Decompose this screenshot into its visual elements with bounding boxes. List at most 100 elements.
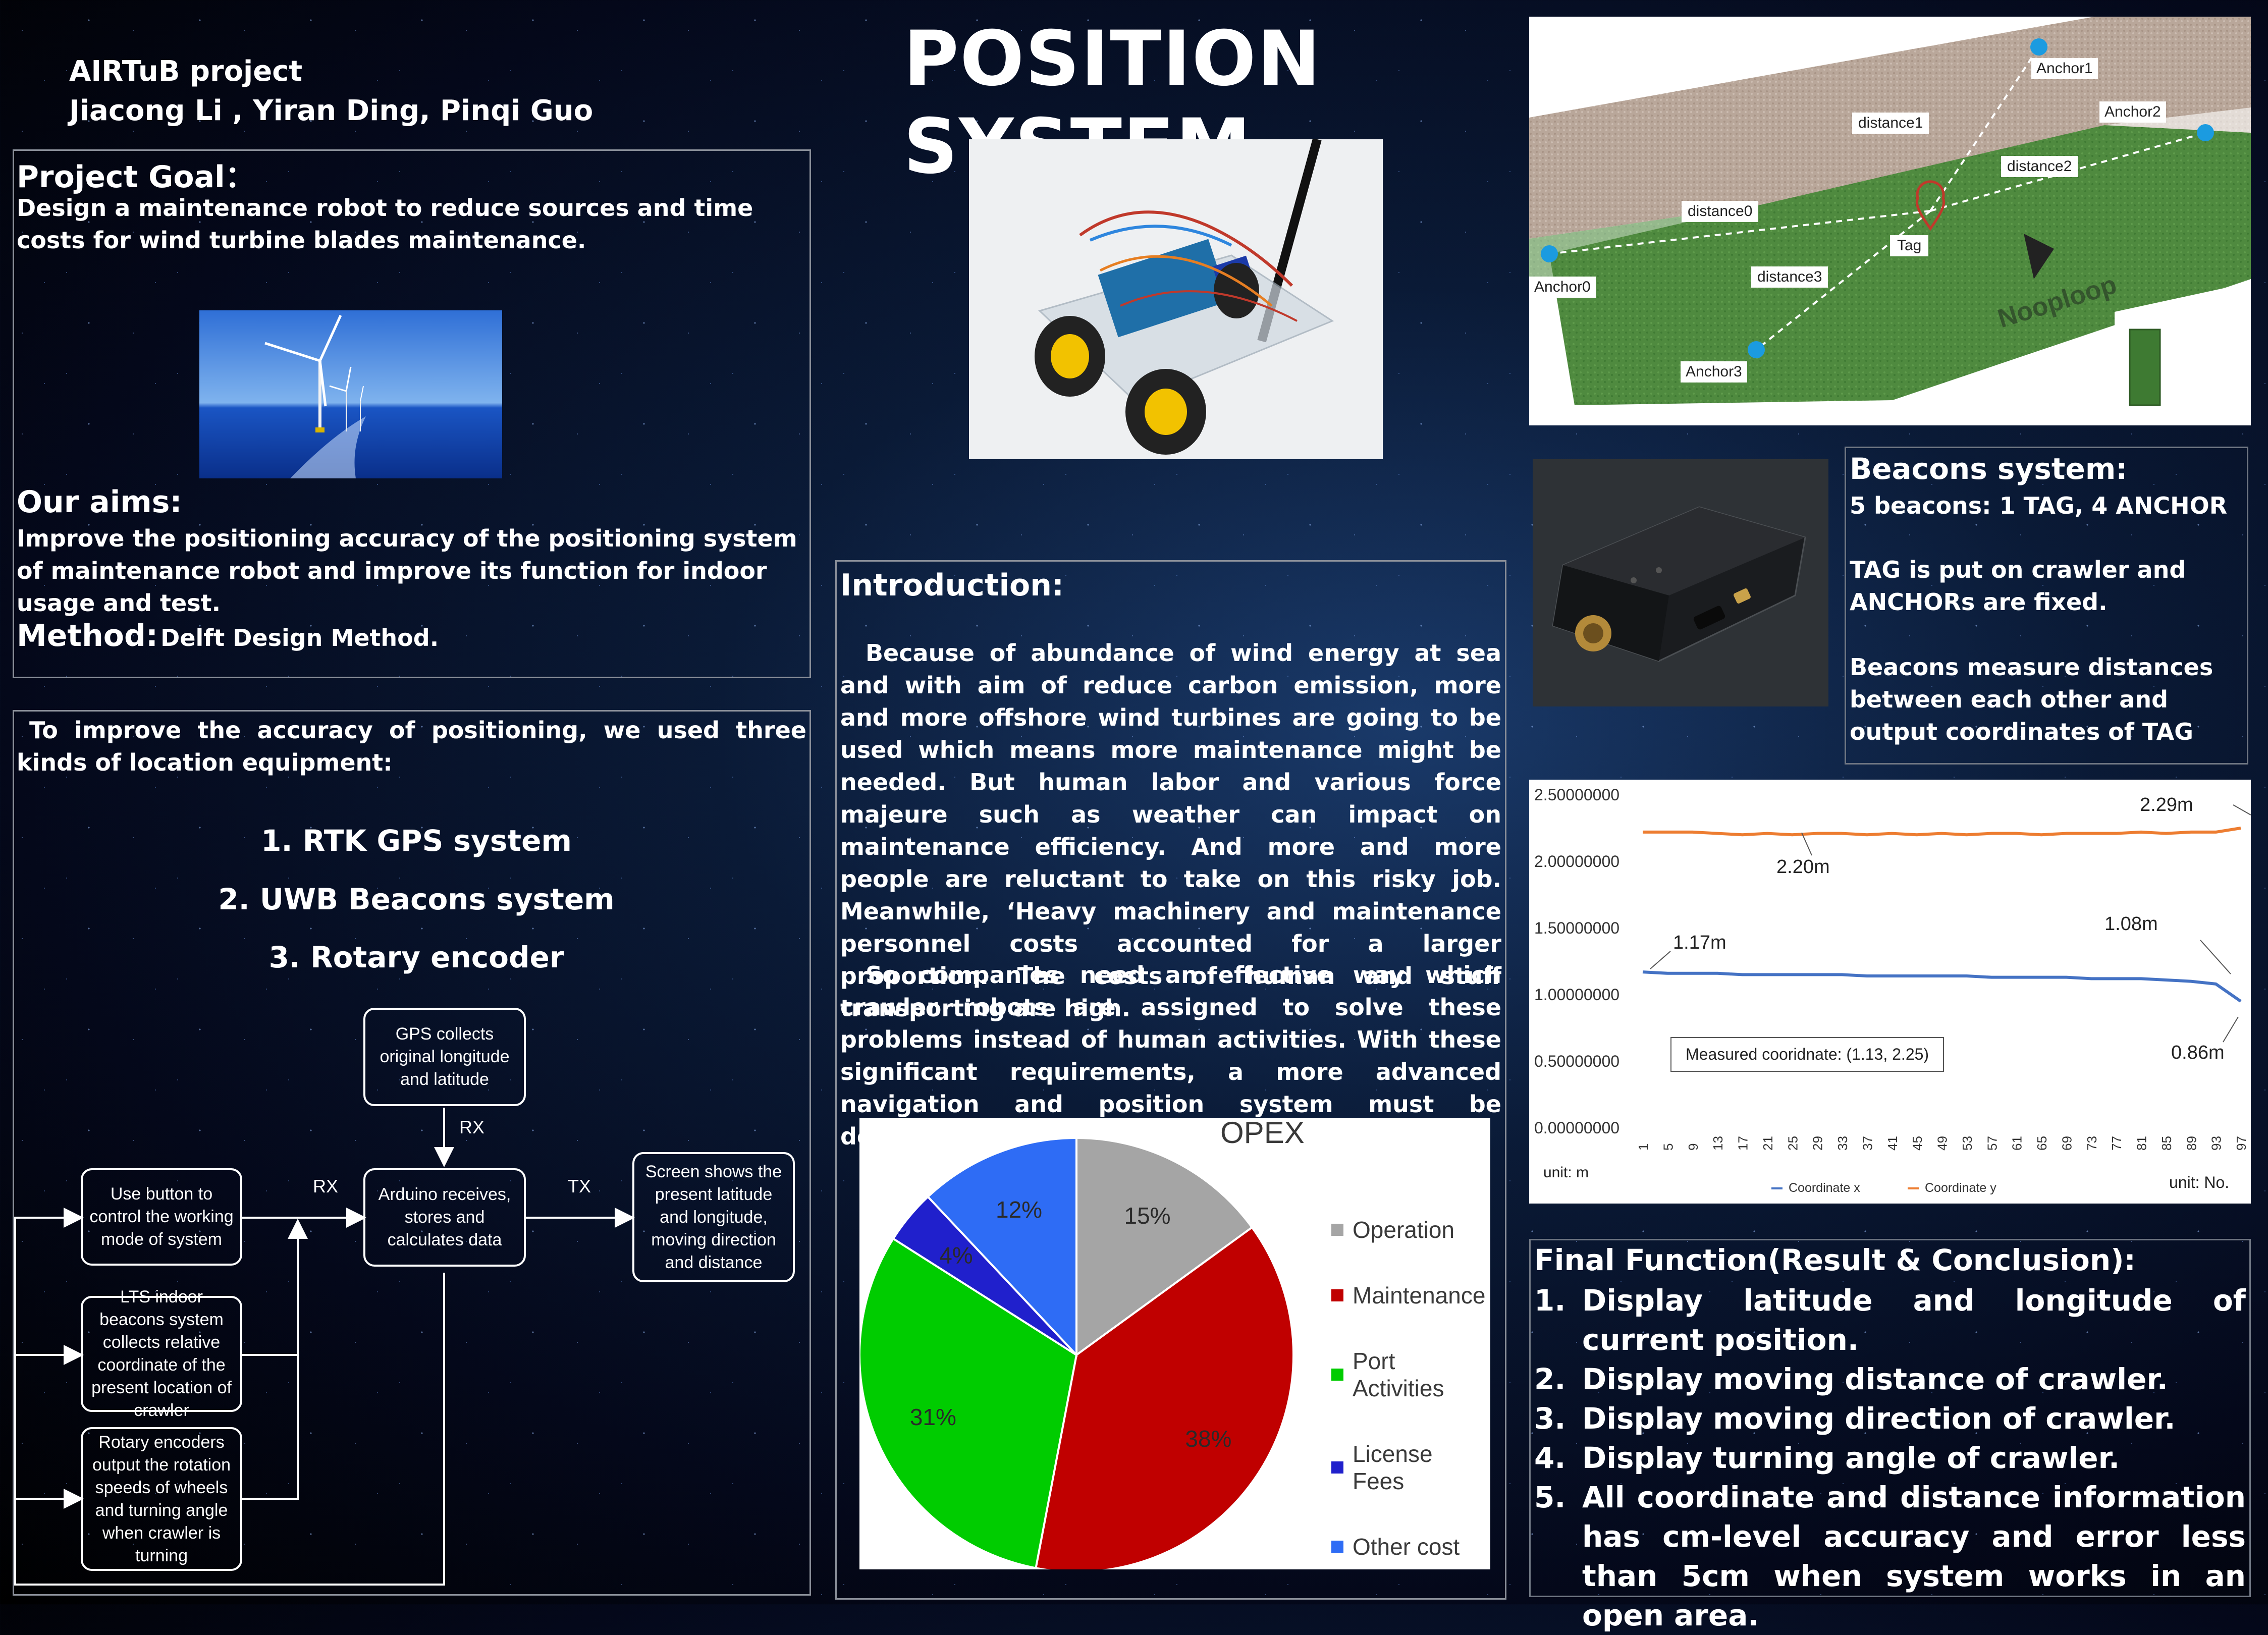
project-goal-text: Design a maintenance robot to reduce sou… — [17, 194, 753, 254]
anchor0-label: Anchor0 — [1529, 277, 1596, 298]
aims-heading: Our aims: — [17, 484, 182, 520]
flow-lts-box: LTS indoor beacons system collects relat… — [81, 1287, 242, 1420]
measured-coordinate-box: Measured cooridnate: (1.13, 2.25) — [1670, 1037, 1945, 1072]
legend-other-cost: Other cost — [1331, 1533, 1490, 1560]
final-item-3: 3. Display moving direction of crawler. — [1534, 1401, 2176, 1436]
opex-pie: 15% 38% 31% 4% 12% — [859, 1136, 1294, 1569]
opex-chart: OPEX 15% 38% 31% 4% 12% Operation Maintenanc… — [859, 1116, 1490, 1569]
opex-legend: Operation Maintenance Port Activities Li… — [1331, 1216, 1490, 1599]
aims-text: Improve the positioning accuracy of the … — [17, 525, 797, 617]
distance2-label: distance2 — [2001, 156, 2078, 177]
flowchart-connectors — [14, 1108, 635, 1586]
y-tick-label: 2.50000000 — [1534, 786, 1619, 804]
annotation-label: 2.29m — [2140, 794, 2193, 815]
pie-label-operation: 15% — [1124, 1203, 1171, 1229]
introduction-panel — [835, 560, 1506, 1600]
beacon-device-photo — [1533, 459, 1828, 706]
y-tick-label: 1.50000000 — [1534, 919, 1619, 937]
flow-screen-box: Screen shows the present latitude and lo… — [632, 1152, 795, 1282]
x-tick-label: 41 — [1885, 1136, 1900, 1151]
x-tick-label: 33 — [1835, 1136, 1850, 1151]
x-tick-label: 5 — [1660, 1143, 1676, 1151]
beacons-line-1: 5 beacons: 1 TAG, 4 ANCHOR — [1850, 492, 2228, 519]
x-tick-label: 93 — [2209, 1136, 2224, 1151]
y-unit-label: unit: m — [1543, 1164, 1589, 1181]
annotation-leader — [2200, 940, 2231, 974]
authors: Jiacong Li , Yiran Ding, Pinqi Guo — [69, 94, 593, 127]
annotation-label: 0.86m — [2171, 1042, 2225, 1063]
beacon-layout-diagram: Anchor0 Anchor1 Anchor2 Anchor3 distance… — [1529, 17, 2251, 425]
equipment-intro: To improve the accuracy of positioning, … — [17, 717, 806, 776]
anchor1-label: Anchor1 — [2031, 58, 2098, 79]
pie-label-port-activities: 31% — [910, 1404, 956, 1430]
legend-maintenance: Maintenance — [1331, 1282, 1490, 1309]
flow-button-box: Use button to control the working mode o… — [81, 1168, 242, 1266]
pie-label-maintenance: 38% — [1185, 1426, 1231, 1452]
flow-arduino-box: Arduino receives, stores and calculates … — [363, 1168, 526, 1267]
flow-tx-label: TX — [568, 1176, 591, 1196]
annotation-label: 1.17m — [1673, 932, 1726, 953]
x-tick-label: 13 — [1710, 1136, 1725, 1151]
pie-slice-operation — [1075, 1136, 1254, 1357]
coordinate-line-plot: 0.00000000 0.50000000 1.00000000 1.50000000… — [1534, 786, 2251, 1151]
x-unit-label: unit: No. — [2169, 1173, 2230, 1191]
method-text: Delft Design Method. — [160, 624, 439, 651]
equipment-item-encoder: 3. Rotary encoder — [268, 940, 564, 974]
x-tick-label: 29 — [1810, 1136, 1825, 1151]
flow-gps-box: GPS collects original longitude and lati… — [363, 1008, 526, 1106]
final-function-list: 1. Display latitude and longitude of curr… — [1534, 1281, 2246, 1635]
x-tick-label: 65 — [2034, 1136, 2049, 1151]
final-function-heading: Final Function(Result & Conclusion): — [1534, 1243, 2136, 1277]
y-tick-label: 2.00000000 — [1534, 852, 1619, 870]
y-tick-label: 1.00000000 — [1534, 986, 1619, 1004]
annotation-label: 1.08m — [2104, 913, 2158, 935]
x-tick-label: 9 — [1686, 1143, 1701, 1151]
x-tick-label: 89 — [2184, 1136, 2199, 1151]
x-tick-label: 53 — [1960, 1136, 1975, 1151]
final-item-1: 1. Display latitude and longitude of curr… — [1534, 1283, 2246, 1357]
pie-label-other-cost: 12% — [996, 1196, 1042, 1223]
method-heading: Method: — [17, 618, 158, 653]
x-tick-label: 21 — [1760, 1136, 1775, 1151]
annotation-leader — [1801, 832, 1812, 856]
annotation-leader — [2233, 804, 2251, 815]
x-tick-label: 57 — [1984, 1136, 2000, 1151]
y-tick-label: 0.50000000 — [1534, 1052, 1619, 1070]
wind-turbine-image — [199, 310, 502, 478]
x-tick-label: 17 — [1736, 1136, 1751, 1151]
x-tick-label: 85 — [2159, 1136, 2174, 1151]
beacons-heading: Beacons system: — [1850, 452, 2128, 486]
project-name: AIRTuB project — [69, 55, 303, 88]
legend-port-activities: Port Activities — [1331, 1347, 1490, 1402]
final-item-5: 5. All coordinate and distance informatio… — [1534, 1480, 2246, 1632]
x-tick-label: 49 — [1935, 1136, 1950, 1151]
flow-rx-top-label: RX — [459, 1117, 485, 1137]
x-tick-label: 45 — [1910, 1136, 1925, 1151]
x-tick-label: 69 — [2059, 1136, 2074, 1151]
x-tick-label: 97 — [2234, 1136, 2249, 1151]
final-item-4: 4. Display turning angle of crawler. — [1534, 1441, 2120, 1475]
flow-rotary-box: Rotary encoders output the rotation spee… — [81, 1427, 242, 1571]
x-tick-label: 37 — [1860, 1136, 1875, 1151]
opex-title: OPEX — [1220, 1116, 1305, 1150]
pie-slice-other-cost — [926, 1136, 1077, 1358]
beacons-line-3: Beacons measure distances between each o… — [1850, 653, 2213, 745]
distance0-label: distance0 — [1682, 201, 1759, 222]
x-tick-label: 25 — [1785, 1136, 1800, 1151]
introduction-paragraph-1: Because of abundance of wind energy at s… — [840, 639, 1501, 1022]
project-goal-panel — [13, 149, 811, 678]
flow-rx-left-label: RX — [313, 1176, 339, 1196]
legend-coordinate-y: Coordinate y — [1908, 1181, 1996, 1195]
coordinate-chart: 0.00000000 0.50000000 1.00000000 1.50000000… — [1529, 780, 2251, 1204]
annotation-label: 2.20m — [1776, 856, 1830, 878]
beacons-panel — [1845, 447, 2248, 765]
series-line-coordinate-y — [1643, 827, 2241, 837]
anchor3-label: Anchor3 — [1681, 361, 1747, 383]
equipment-panel — [13, 710, 811, 1596]
introduction-heading: Introduction: — [840, 568, 1064, 603]
legend-license-fees: License Fees — [1331, 1440, 1490, 1495]
final-function-panel — [1529, 1239, 2251, 1597]
crawler-robot-photo — [969, 139, 1383, 459]
legend-operation: Operation — [1331, 1216, 1490, 1243]
project-goal-heading: Project Goal： — [17, 159, 255, 195]
